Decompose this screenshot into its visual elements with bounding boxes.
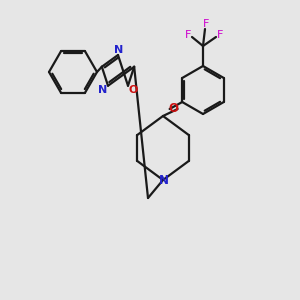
Text: N: N <box>114 45 124 55</box>
Text: F: F <box>185 30 191 40</box>
Text: O: O <box>128 85 138 95</box>
Text: F: F <box>217 30 223 40</box>
Text: N: N <box>98 85 108 95</box>
Text: N: N <box>159 175 169 188</box>
Text: F: F <box>203 19 209 29</box>
Text: O: O <box>169 103 178 116</box>
